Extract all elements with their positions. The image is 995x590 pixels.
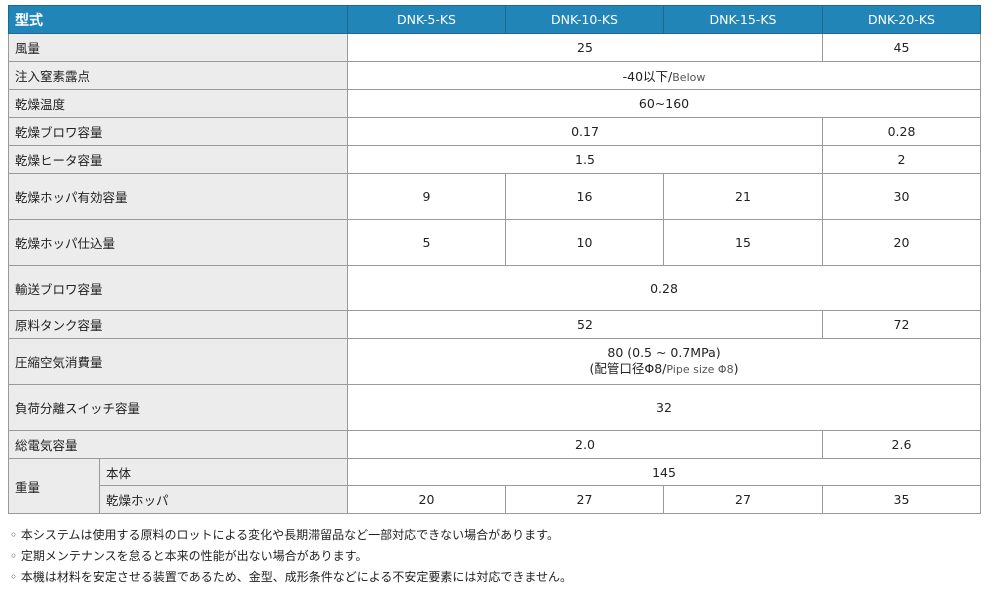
cell: 25: [347, 33, 823, 62]
cell: 5: [347, 219, 506, 266]
table-row: 注入窒素露点 -40以下/Below: [8, 61, 981, 90]
cell: 60~160: [347, 89, 981, 118]
table-row: 総電気容量 2.0 2.6: [8, 430, 981, 459]
table-row: 乾燥ブロワ容量 0.17 0.28: [8, 117, 981, 146]
row-label: 注入窒素露点: [8, 61, 348, 90]
model-header: DNK-20-KS: [822, 5, 981, 34]
row-label: 重量: [8, 458, 100, 514]
note: ◦ 定期メンテナンスを怠ると本来の性能が出ない場合があります。: [10, 549, 368, 563]
cell: 20: [347, 485, 506, 514]
model-header: DNK-10-KS: [505, 5, 664, 34]
dewpoint-value: -40以下/: [622, 69, 673, 84]
row-label: 乾燥ホッパ仕込量: [8, 219, 348, 266]
cell: 1.5: [347, 145, 823, 174]
cell: 2.0: [347, 430, 823, 459]
cell: 0.17: [347, 117, 823, 146]
row-label: 圧縮空気消費量: [8, 338, 348, 385]
table-row: 輸送ブロワ容量 0.28: [8, 265, 981, 311]
row-label: 乾燥温度: [8, 89, 348, 118]
header-row: 型式 DNK-5-KS DNK-10-KS DNK-15-KS DNK-20-K…: [8, 5, 981, 34]
table-row: 重量 本体 145: [8, 458, 981, 514]
cell: 16: [505, 173, 664, 220]
table-row: 圧縮空気消費量 80 (0.5 ~ 0.7MPa) (配管口径Φ8/Pipe siz…: [8, 338, 981, 385]
air-line2: (配管口径Φ8/Pipe size Φ8): [348, 361, 980, 378]
cell: 45: [822, 33, 981, 62]
table-row: 乾燥ホッパ有効容量 9 16 21 30: [8, 173, 981, 220]
row-label: 負荷分離スイッチ容量: [8, 384, 348, 431]
row-label: 輸送ブロワ容量: [8, 265, 348, 311]
cell: 80 (0.5 ~ 0.7MPa) (配管口径Φ8/Pipe size Φ8): [347, 338, 981, 385]
cell: 27: [505, 485, 664, 514]
air-line2a: (配管口径Φ8/: [589, 361, 667, 376]
table-row: 乾燥ホッパ仕込量 5 10 15 20: [8, 219, 981, 266]
row-label: 乾燥ブロワ容量: [8, 117, 348, 146]
row-label: 総電気容量: [8, 430, 348, 459]
table-row: 乾燥ヒータ容量 1.5 2: [8, 145, 981, 174]
air-line1: 80 (0.5 ~ 0.7MPa): [607, 345, 721, 360]
cell: 21: [663, 173, 823, 220]
row-label: 乾燥ホッパ有効容量: [8, 173, 348, 220]
cell: 32: [347, 384, 981, 431]
note: ◦ 本システムは使用する原料のロットによる変化や長期滞留品など一部対応できない場…: [10, 528, 559, 542]
notes: ◦ 本システムは使用する原料のロットによる変化や長期滞留品など一部対応できない場…: [10, 525, 572, 588]
row-label: 乾燥ヒータ容量: [8, 145, 348, 174]
header-label: 型式: [8, 5, 348, 34]
table-row: 乾燥温度 60~160: [8, 89, 981, 118]
air-line2c: ): [733, 361, 739, 376]
cell: 9: [347, 173, 506, 220]
cell: 2: [822, 145, 981, 174]
cell: 35: [822, 485, 981, 514]
cell: 72: [822, 310, 981, 339]
cell: 52: [347, 310, 823, 339]
cell: 2.6: [822, 430, 981, 459]
dewpoint-sub: Below: [672, 71, 706, 84]
sub-label: 乾燥ホッパ: [99, 485, 348, 514]
row-label: 風量: [8, 33, 348, 62]
row-label: 原料タンク容量: [8, 310, 348, 339]
table-row: 原料タンク容量 52 72: [8, 310, 981, 339]
table-row: 負荷分離スイッチ容量 32: [8, 384, 981, 431]
table-row: 乾燥ホッパ 20 27 27 35: [9, 485, 981, 514]
cell: 145: [347, 458, 981, 486]
cell: 27: [663, 485, 823, 514]
spec-table: 型式 DNK-5-KS DNK-10-KS DNK-15-KS DNK-20-K…: [8, 5, 981, 514]
model-header: DNK-5-KS: [347, 5, 506, 34]
note: ◦ 本機は材料を安定させる装置であるため、金型、成形条件などによる不安定要素には…: [10, 570, 573, 584]
model-header: DNK-15-KS: [663, 5, 823, 34]
cell: 0.28: [822, 117, 981, 146]
cell: -40以下/Below: [347, 61, 981, 90]
cell: 10: [505, 219, 664, 266]
air-line2b: Pipe size Φ8: [666, 363, 734, 376]
cell: 30: [822, 173, 981, 220]
table-row: 風量 25 45: [8, 33, 981, 62]
cell: 15: [663, 219, 823, 266]
cell: 0.28: [347, 265, 981, 311]
sub-label: 本体: [99, 458, 348, 486]
cell: 20: [822, 219, 981, 266]
